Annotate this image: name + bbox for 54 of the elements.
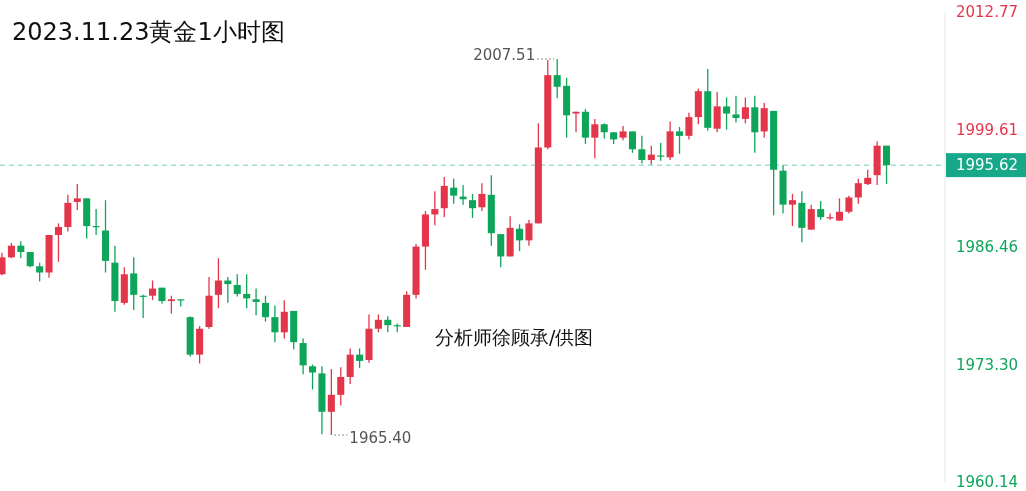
candlestick xyxy=(741,96,749,125)
candlestick xyxy=(591,118,599,159)
annotation: 2007.51 xyxy=(473,46,536,65)
y-tick-label: 1973.30 xyxy=(955,355,1019,374)
candlestick xyxy=(497,233,505,268)
candlestick xyxy=(36,262,44,283)
candlestick xyxy=(309,363,317,391)
candlestick xyxy=(807,203,815,231)
candlestick xyxy=(54,222,62,263)
candlestick xyxy=(130,256,138,311)
annotation: 1965.40 xyxy=(349,428,412,447)
candlestick xyxy=(346,347,354,385)
candlestick xyxy=(675,126,684,155)
candlestick xyxy=(214,257,222,309)
candlestick xyxy=(553,58,561,100)
ref-line-label: 1995.62 xyxy=(955,156,1019,175)
candlestick xyxy=(478,182,486,212)
annotation: 分析师徐顾承/供图 xyxy=(435,326,594,348)
candlestick xyxy=(73,183,81,211)
candlestick xyxy=(468,193,477,219)
candlestick xyxy=(233,273,241,298)
y-tick-label: 1960.14 xyxy=(955,473,1019,491)
candlestick xyxy=(713,91,721,133)
candlestick xyxy=(450,178,458,205)
candlestick xyxy=(685,111,693,141)
y-tick-label: 2012.77 xyxy=(955,3,1019,22)
candlestick xyxy=(356,347,364,369)
candlestick xyxy=(440,176,448,218)
candlestick xyxy=(149,279,157,301)
candlestick xyxy=(854,178,862,205)
candlestick xyxy=(638,135,646,165)
candlestick xyxy=(788,193,796,227)
candlestick xyxy=(883,145,891,185)
candlestick xyxy=(817,200,825,221)
candlestick xyxy=(723,96,731,131)
candlestick xyxy=(327,368,335,436)
candlestick xyxy=(252,287,260,317)
candlestick xyxy=(760,102,768,139)
candlestick xyxy=(0,252,6,276)
y-tick-label: 1999.61 xyxy=(955,120,1019,139)
candlestick xyxy=(431,190,439,226)
y-tick-label: 1986.46 xyxy=(955,238,1019,257)
candlestick xyxy=(280,299,288,340)
candlestick xyxy=(628,130,636,154)
candlestick xyxy=(732,95,740,124)
candlestick xyxy=(271,304,279,343)
candlestick xyxy=(261,295,270,323)
candlestick xyxy=(525,219,533,247)
chart-title: 2023.11.23黄金1小时图 xyxy=(12,18,285,46)
candlestick xyxy=(337,366,345,407)
candlestick xyxy=(835,197,844,222)
candlestick xyxy=(299,337,307,375)
candlestick xyxy=(516,223,524,252)
candlestick xyxy=(647,145,655,166)
